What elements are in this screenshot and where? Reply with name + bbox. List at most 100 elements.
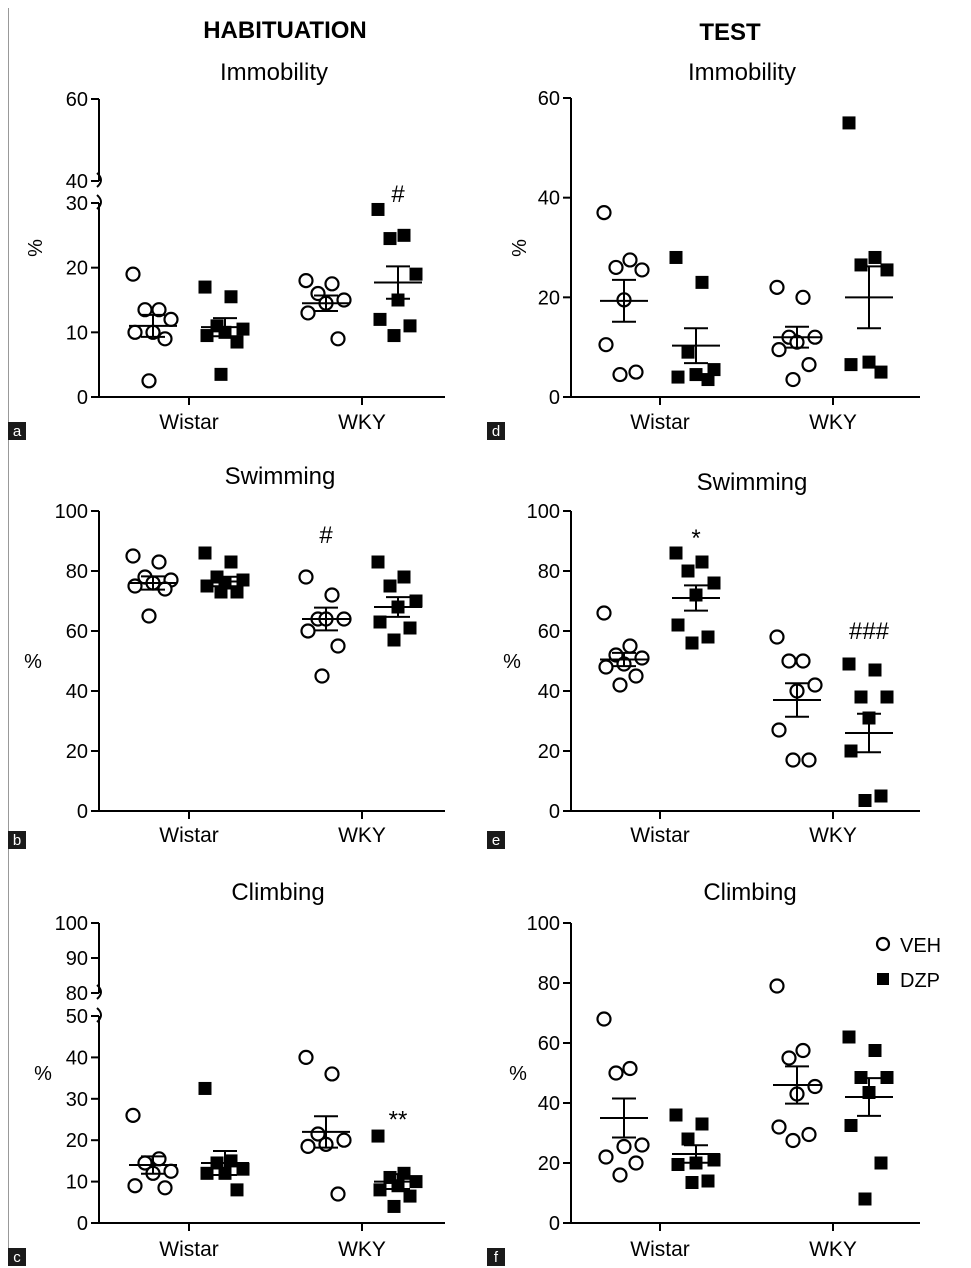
data-point	[598, 337, 614, 353]
data-point	[628, 1155, 644, 1171]
series-veh-wky	[769, 629, 823, 768]
data-point	[409, 594, 423, 608]
y-axis-label: %	[24, 651, 42, 673]
y-tick-label: 60	[66, 621, 88, 643]
data-point	[868, 663, 882, 677]
y-tick-label: 40	[538, 1093, 560, 1115]
data-point	[391, 293, 405, 307]
data-point	[198, 280, 212, 294]
y-axis-label: %	[503, 651, 521, 673]
y-tick-label: 80	[538, 973, 560, 995]
y-tick-label: 20	[66, 1130, 88, 1152]
data-point	[685, 1176, 699, 1189]
data-point	[695, 1117, 709, 1131]
x-tick-label: WKY	[809, 1238, 857, 1261]
data-point	[769, 629, 785, 645]
data-point	[785, 752, 801, 768]
data-point	[807, 677, 823, 693]
data-point	[874, 365, 888, 379]
y-tick-label: 100	[527, 501, 560, 523]
legend-dzp-marker	[877, 973, 889, 985]
panel-label: b	[13, 832, 21, 849]
data-point	[785, 1132, 801, 1149]
series-dzp-wky	[842, 1030, 894, 1206]
data-point	[127, 324, 143, 340]
data-point	[596, 205, 612, 221]
x-tick-label: Wistar	[630, 1238, 690, 1261]
data-point	[151, 1151, 167, 1167]
y-tick-label: 60	[538, 621, 560, 643]
data-point	[310, 285, 326, 302]
data-point	[127, 1178, 143, 1194]
data-point	[383, 579, 397, 593]
data-point	[801, 752, 817, 768]
y-tick-label: 20	[66, 741, 88, 763]
series-dzp-wistar	[669, 546, 721, 650]
header-habituation: HABITUATION	[203, 17, 367, 44]
data-point	[125, 266, 141, 282]
y-tick-label: 80	[66, 561, 88, 583]
data-point	[141, 373, 157, 389]
data-point	[854, 258, 868, 272]
panel-label: f	[494, 1249, 499, 1266]
data-point	[707, 576, 721, 590]
data-point	[300, 305, 316, 321]
data-point	[230, 585, 244, 599]
panel-label-box	[487, 422, 505, 440]
x-tick-label: Wistar	[159, 411, 219, 434]
x-tick-label: WKY	[809, 411, 857, 434]
y-axis-label: %	[34, 1063, 52, 1085]
figure-frame	[8, 8, 966, 1260]
data-point	[844, 1119, 858, 1132]
x-tick-label: Wistar	[630, 411, 690, 434]
y-tick-label: 40	[66, 681, 88, 703]
axis-break-mark	[96, 194, 102, 210]
axis-break-mark	[96, 1007, 102, 1023]
data-point	[701, 630, 715, 644]
data-point	[771, 342, 787, 358]
y-tick-label: 0	[549, 1213, 560, 1235]
data-point	[880, 690, 894, 704]
data-point	[707, 1153, 721, 1167]
legend-dzp-label: DZP	[900, 970, 940, 992]
panel-title: Swimming	[225, 463, 336, 490]
data-point	[387, 329, 401, 343]
data-point	[801, 1126, 817, 1143]
y-tick-label: 20	[538, 741, 560, 763]
data-point	[163, 311, 179, 327]
significance-mark: **	[389, 1107, 408, 1134]
data-point	[858, 1192, 872, 1206]
data-point	[707, 363, 721, 377]
data-point	[769, 279, 785, 295]
data-point	[669, 546, 683, 560]
panel-label: a	[13, 423, 22, 440]
data-point	[371, 555, 385, 569]
y-tick-label: 0	[77, 801, 88, 823]
y-tick-label: 60	[66, 89, 88, 111]
data-point	[844, 744, 858, 758]
panel-b: Swimming% b 0 20 40 60 80 100 Wistar WKY #	[8, 463, 445, 849]
data-point	[137, 302, 153, 318]
data-point	[598, 659, 614, 675]
y-tick-label: 100	[55, 913, 88, 935]
panel-e: Swimming% e 0 20 40 60 80 100 Wistar WKY * ###	[487, 469, 920, 849]
data-point	[781, 653, 797, 669]
data-point	[622, 1060, 638, 1077]
panel-label: d	[492, 423, 500, 440]
data-point	[236, 573, 250, 587]
x-tick-label: WKY	[338, 1238, 386, 1261]
data-point	[880, 1071, 894, 1084]
data-point	[125, 1107, 141, 1123]
panel-title: Swimming	[697, 469, 808, 496]
significance-mark: ###	[849, 618, 890, 645]
y-tick-label: 30	[66, 193, 88, 215]
data-point	[785, 371, 801, 388]
data-point	[608, 259, 624, 276]
panel-f: Climbing% f 0 20 40 60 80 100 Wistar WKY	[487, 879, 920, 1266]
data-point	[151, 554, 167, 570]
y-tick-label: 0	[549, 387, 560, 409]
data-point	[701, 1174, 715, 1188]
data-point	[671, 618, 685, 632]
